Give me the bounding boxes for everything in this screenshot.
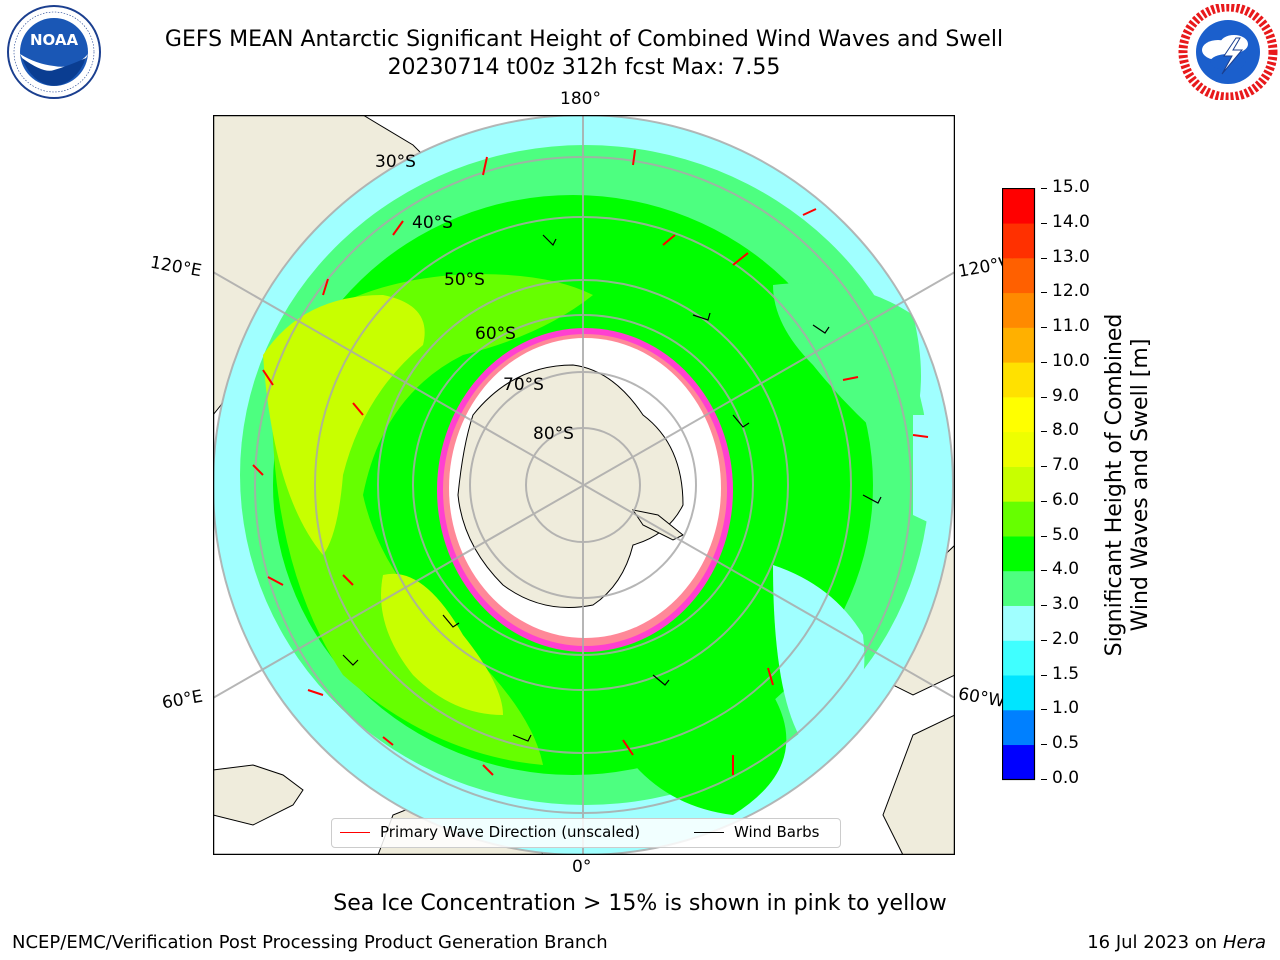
colorbar-tick-mark bbox=[1041, 674, 1047, 676]
sea-ice-note: Sea Ice Concentration > 15% is shown in … bbox=[333, 891, 947, 916]
colorbar-tick-label: 14.0 bbox=[1052, 211, 1090, 232]
colorbar-label-line1: Significant Height of Combined bbox=[1102, 313, 1127, 657]
lat-label-50s: 50°S bbox=[444, 270, 485, 290]
lat-label-30s: 30°S bbox=[375, 152, 416, 172]
map-panel bbox=[213, 115, 955, 855]
colorbar-tick-label: 5.0 bbox=[1052, 524, 1080, 545]
colorbar-tick-label: 0.0 bbox=[1052, 768, 1080, 788]
colorbar-tick-mark bbox=[1041, 466, 1047, 468]
noaa-logo: NOAA bbox=[7, 5, 101, 99]
colorbar-segment bbox=[1002, 501, 1035, 537]
map-legend: Primary Wave Direction (unscaled) Wind B… bbox=[331, 818, 841, 848]
colorbar-segment bbox=[1002, 709, 1035, 746]
lon-label-60e: 60°E bbox=[160, 686, 205, 714]
colorbar-tick-label: 0.5 bbox=[1052, 733, 1080, 754]
colorbar-tick-label: 4.0 bbox=[1052, 559, 1080, 580]
lat-label-70s: 70°S bbox=[503, 375, 544, 395]
colorbar-tick-mark bbox=[1041, 639, 1047, 641]
colorbar-tick-label: 2.0 bbox=[1052, 628, 1080, 649]
colorbar-tick-mark bbox=[1041, 257, 1047, 259]
lon-label-0: 0° bbox=[572, 857, 592, 877]
colorbar-tick-mark bbox=[1041, 327, 1047, 329]
lat-label-80s: 80°S bbox=[533, 424, 574, 444]
chart-subtitle: 20230714 t00z 312h fcst Max: 7.55 bbox=[387, 55, 781, 80]
colorbar-tick-label: 9.0 bbox=[1052, 385, 1080, 406]
lon-label-60w: 60°W bbox=[956, 684, 1007, 712]
colorbar-label-line2: Wind Waves and Swell [m] bbox=[1128, 338, 1153, 632]
colorbar-tick-mark bbox=[1041, 188, 1047, 189]
colorbar-tick-label: 11.0 bbox=[1052, 316, 1090, 337]
colorbar-segment bbox=[1002, 188, 1035, 224]
colorbar-segment bbox=[1002, 675, 1035, 711]
colorbar-tick-mark bbox=[1041, 500, 1047, 502]
lat-label-60s: 60°S bbox=[475, 324, 516, 344]
colorbar-tick-label: 12.0 bbox=[1052, 281, 1090, 302]
colorbar-segment bbox=[1002, 223, 1035, 259]
colorbar-tick-mark bbox=[1041, 292, 1047, 294]
colorbar-tick-mark bbox=[1041, 361, 1047, 363]
colorbar-segment bbox=[1002, 605, 1035, 641]
colorbar-tick-mark bbox=[1041, 570, 1047, 572]
footer-credit: NCEP/EMC/Verification Post Processing Pr… bbox=[12, 932, 608, 953]
colorbar-tick-label: 8.0 bbox=[1052, 420, 1080, 441]
nws-logo bbox=[1178, 4, 1278, 100]
colorbar-segment bbox=[1002, 327, 1035, 363]
colorbar-tick-label: 7.0 bbox=[1052, 455, 1080, 476]
footer-date: 16 Jul 2023 on Hera bbox=[1087, 932, 1266, 953]
colorbar-tick-mark bbox=[1041, 744, 1047, 746]
footer-date-text: 16 Jul 2023 on bbox=[1087, 932, 1223, 953]
colorbar-tick-label: 3.0 bbox=[1052, 594, 1080, 615]
legend-barb-label: Wind Barbs bbox=[734, 823, 820, 841]
legend-wind-barbs: Wind Barbs bbox=[694, 823, 819, 841]
colorbar bbox=[1002, 188, 1036, 781]
colorbar-tick-label: 15.0 bbox=[1052, 177, 1090, 197]
colorbar-segment bbox=[1002, 536, 1035, 572]
colorbar-tick-mark bbox=[1041, 222, 1047, 224]
colorbar-tick-mark bbox=[1041, 396, 1047, 398]
lon-label-180: 180° bbox=[560, 89, 601, 109]
colorbar-segment bbox=[1002, 258, 1035, 294]
colorbar-tick-mark bbox=[1041, 779, 1047, 780]
lat-label-40s: 40°S bbox=[412, 213, 453, 233]
colorbar-tick-label: 10.0 bbox=[1052, 350, 1090, 371]
wave-direction-swatch bbox=[340, 832, 370, 833]
legend-wave-direction: Primary Wave Direction (unscaled) bbox=[340, 823, 640, 841]
chart-title: GEFS MEAN Antarctic Significant Height o… bbox=[164, 27, 1004, 52]
colorbar-segment bbox=[1002, 431, 1035, 467]
noaa-logo-text: NOAA bbox=[30, 31, 79, 49]
colorbar-tick-mark bbox=[1041, 605, 1047, 607]
legend-wave-label: Primary Wave Direction (unscaled) bbox=[380, 823, 641, 841]
wind-barb-swatch bbox=[694, 832, 724, 833]
colorbar-segment bbox=[1002, 744, 1035, 780]
colorbar-tick-label: 6.0 bbox=[1052, 489, 1080, 510]
lon-label-120e: 120°E bbox=[148, 252, 204, 282]
colorbar-tick-label: 1.5 bbox=[1052, 663, 1080, 684]
colorbar-tick-mark bbox=[1041, 535, 1047, 537]
colorbar-segment bbox=[1002, 292, 1035, 328]
colorbar-segment bbox=[1002, 570, 1035, 606]
colorbar-segment bbox=[1002, 362, 1035, 398]
colorbar-segment bbox=[1002, 640, 1035, 676]
colorbar-segment bbox=[1002, 397, 1035, 433]
colorbar-tick-mark bbox=[1041, 431, 1047, 433]
colorbar-tick-mark bbox=[1041, 709, 1047, 711]
footer-host: Hera bbox=[1222, 932, 1266, 953]
colorbar-tick-label: 13.0 bbox=[1052, 246, 1090, 267]
colorbar-tick-label: 1.0 bbox=[1052, 698, 1080, 719]
colorbar-segment bbox=[1002, 466, 1035, 502]
colorbar-label: Significant Height of Combined Wind Wave… bbox=[1102, 314, 1154, 657]
